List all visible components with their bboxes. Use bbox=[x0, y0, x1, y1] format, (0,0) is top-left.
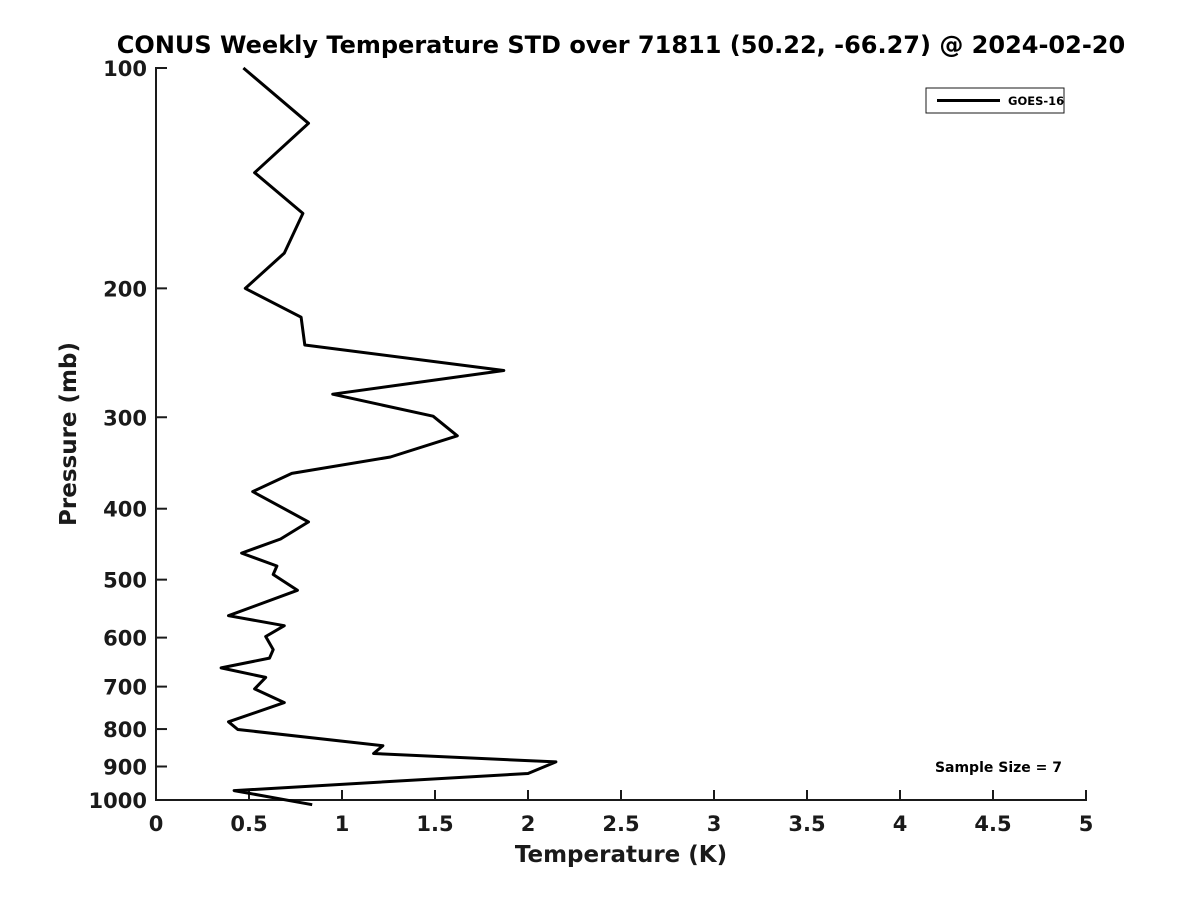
x-tick-label: 4 bbox=[893, 812, 908, 836]
x-tick-label: 2.5 bbox=[602, 812, 639, 836]
x-tick-label: 3 bbox=[707, 812, 722, 836]
y-tick-label: 100 bbox=[103, 57, 147, 81]
axes: 0 0.5 1 1.5 2 2.5 3 3.5 4 4.5 5 100 200 300 400 500 600 7… bbox=[89, 57, 1094, 836]
legend-label: GOES-16 bbox=[1008, 94, 1064, 108]
y-tick-label: 200 bbox=[103, 277, 147, 301]
y-tick-label: 300 bbox=[103, 406, 147, 430]
legend: GOES-16 bbox=[925, 87, 1065, 114]
y-tick-label: 500 bbox=[103, 569, 147, 593]
chart-title: CONUS Weekly Temperature STD over 71811 … bbox=[116, 31, 1126, 59]
x-tick-label: 2 bbox=[521, 812, 536, 836]
y-tick-label: 800 bbox=[103, 718, 147, 742]
x-tick-label: 4.5 bbox=[974, 812, 1011, 836]
goes-16-line bbox=[219, 66, 558, 807]
x-tick-label: 5 bbox=[1079, 812, 1094, 836]
y-tick-label: 1000 bbox=[89, 789, 147, 813]
x-tick-label: 0.5 bbox=[230, 812, 267, 836]
y-tick-label: 600 bbox=[103, 627, 147, 651]
x-tick-label: 1 bbox=[335, 812, 350, 836]
y-tick-label: 700 bbox=[103, 676, 147, 700]
y-axis-label: Pressure (mb) bbox=[56, 342, 82, 526]
data-series bbox=[219, 66, 558, 807]
y-tick-label: 900 bbox=[103, 756, 147, 780]
x-tick-label: 1.5 bbox=[416, 812, 453, 836]
x-tick-label: 3.5 bbox=[788, 812, 825, 836]
y-tick-label: 400 bbox=[103, 498, 147, 522]
x-axis-label: Temperature (K) bbox=[515, 842, 727, 868]
sample-size-annotation: Sample Size = 7 bbox=[935, 760, 1062, 776]
x-tick-label: 0 bbox=[149, 812, 164, 836]
